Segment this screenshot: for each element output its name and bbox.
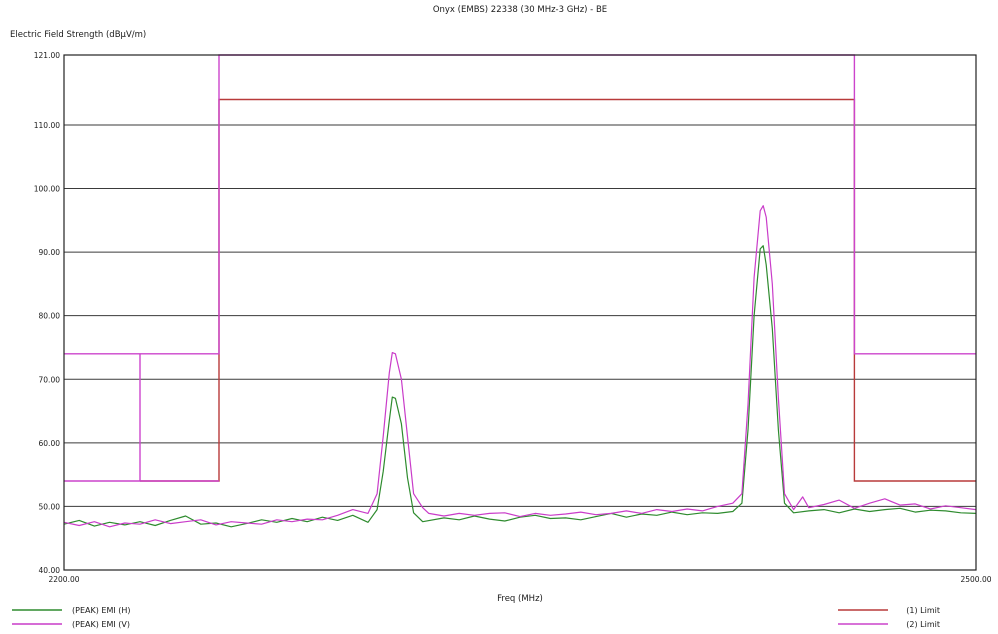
y-tick-label: 110.00 xyxy=(34,121,60,130)
data-series xyxy=(63,205,977,528)
x-tick-label: 2200.00 xyxy=(48,575,79,584)
legend-limit-1-label: (1) Limit xyxy=(906,606,940,615)
x-axis-label: Freq (MHz) xyxy=(497,594,543,604)
y-tick-label: 50.00 xyxy=(39,502,61,511)
chart-title: Onyx (EMBS) 22338 (30 MHz-3 GHz) - BE xyxy=(433,5,607,15)
y-tick-label: 80.00 xyxy=(39,312,61,321)
legend-emi-v-label: (PEAK) EMI (V) xyxy=(72,620,130,629)
y-tick-label: 121.00 xyxy=(34,51,60,60)
limit-line-1 xyxy=(140,98,976,482)
legend-emi-h-label: (PEAK) EMI (H) xyxy=(72,606,131,615)
series-line-emi-h xyxy=(63,245,977,528)
legend-limit-2-label: (2) Limit xyxy=(906,620,940,629)
plot-grid xyxy=(64,54,976,571)
x-tick-label: 2500.00 xyxy=(960,575,991,584)
y-tick-label: 100.00 xyxy=(34,185,60,194)
y-tick-label: 90.00 xyxy=(39,248,61,257)
plot-frame xyxy=(63,54,977,571)
x-tick-labels: 2200.00 2500.00 xyxy=(48,575,991,584)
y-tick-label: 40.00 xyxy=(39,566,61,575)
legend: (PEAK) EMI (H) (PEAK) EMI (V) (1) Limit (2)… xyxy=(12,606,940,629)
y-axis-label: Electric Field Strength (dBµV/m) xyxy=(10,30,146,40)
y-tick-label: 70.00 xyxy=(39,375,61,384)
limit-lines xyxy=(64,54,976,482)
series-line-emi-v xyxy=(63,205,977,528)
y-tick-label: 60.00 xyxy=(39,439,61,448)
y-tick-labels: 121.00 110.00 100.00 90.00 80.00 70.00 60.00 50… xyxy=(34,51,60,575)
